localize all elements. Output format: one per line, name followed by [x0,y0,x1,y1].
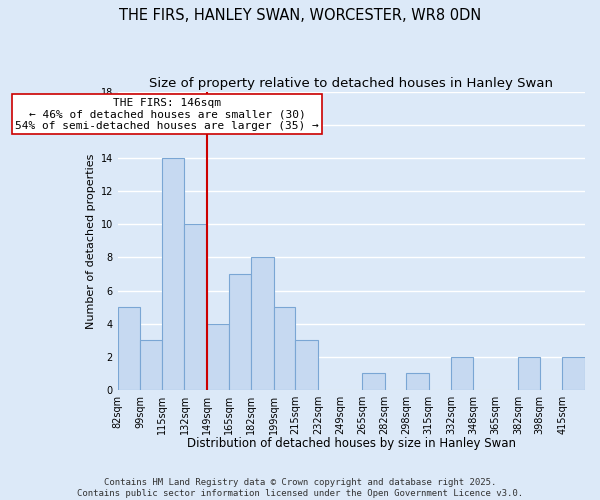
Bar [362,374,385,390]
Bar [140,340,162,390]
Bar [162,158,184,390]
Bar [562,357,585,390]
Bar [229,274,251,390]
Bar [251,258,274,390]
Title: Size of property relative to detached houses in Hanley Swan: Size of property relative to detached ho… [149,78,553,90]
Bar [184,224,207,390]
Y-axis label: Number of detached properties: Number of detached properties [86,153,97,328]
Bar [518,357,539,390]
Text: THE FIRS: 146sqm
← 46% of detached houses are smaller (30)
54% of semi-detached : THE FIRS: 146sqm ← 46% of detached house… [15,98,319,131]
Bar [118,307,140,390]
Bar [274,307,295,390]
X-axis label: Distribution of detached houses by size in Hanley Swan: Distribution of detached houses by size … [187,437,516,450]
Bar [295,340,318,390]
Bar [207,324,229,390]
Text: Contains HM Land Registry data © Crown copyright and database right 2025.
Contai: Contains HM Land Registry data © Crown c… [77,478,523,498]
Bar [451,357,473,390]
Bar [406,374,429,390]
Text: THE FIRS, HANLEY SWAN, WORCESTER, WR8 0DN: THE FIRS, HANLEY SWAN, WORCESTER, WR8 0D… [119,8,481,22]
